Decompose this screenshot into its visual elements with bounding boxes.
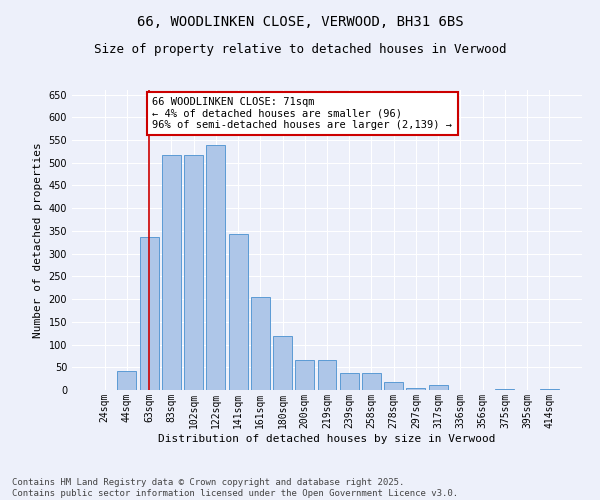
Bar: [251, 297, 270, 390]
Y-axis label: Number of detached properties: Number of detached properties: [33, 142, 43, 338]
Bar: [206, 146, 225, 390]
Bar: [295, 360, 314, 390]
X-axis label: Distribution of detached houses by size in Verwood: Distribution of detached houses by size …: [158, 434, 496, 444]
Bar: [384, 382, 403, 390]
Bar: [429, 386, 448, 390]
Bar: [340, 372, 359, 390]
Bar: [184, 154, 203, 390]
Bar: [496, 388, 514, 390]
Text: Size of property relative to detached houses in Verwood: Size of property relative to detached ho…: [94, 42, 506, 56]
Bar: [540, 388, 559, 390]
Bar: [317, 360, 337, 390]
Text: 66, WOODLINKEN CLOSE, VERWOOD, BH31 6BS: 66, WOODLINKEN CLOSE, VERWOOD, BH31 6BS: [137, 15, 463, 29]
Bar: [362, 372, 381, 390]
Text: 66 WOODLINKEN CLOSE: 71sqm
← 4% of detached houses are smaller (96)
96% of semi-: 66 WOODLINKEN CLOSE: 71sqm ← 4% of detac…: [152, 97, 452, 130]
Text: Contains HM Land Registry data © Crown copyright and database right 2025.
Contai: Contains HM Land Registry data © Crown c…: [12, 478, 458, 498]
Bar: [229, 234, 248, 390]
Bar: [140, 237, 158, 390]
Bar: [406, 388, 425, 390]
Bar: [118, 371, 136, 390]
Bar: [162, 154, 181, 390]
Bar: [273, 336, 292, 390]
